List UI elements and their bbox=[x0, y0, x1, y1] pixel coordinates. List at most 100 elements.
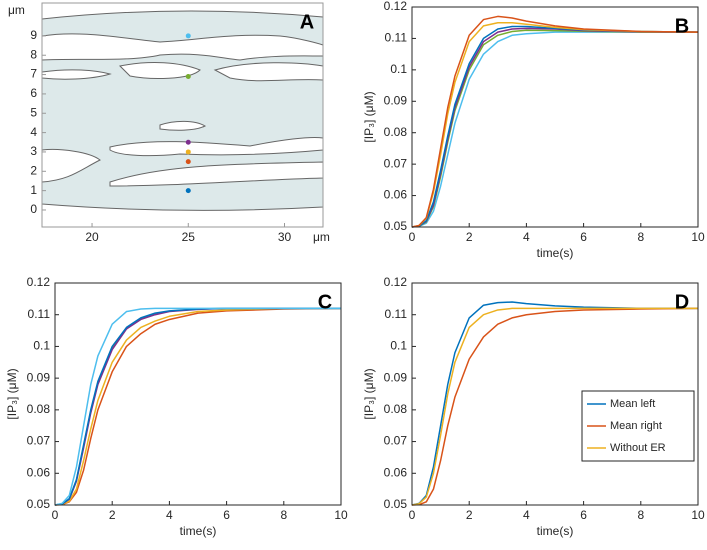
y-tick-label: 8 bbox=[30, 47, 37, 61]
x-tick-label: 8 bbox=[637, 230, 644, 244]
x-tick-label: 0 bbox=[409, 508, 416, 522]
y-tick-label: 0.05 bbox=[384, 219, 408, 233]
plot-area bbox=[55, 283, 341, 505]
y-tick-label: 0.11 bbox=[28, 307, 51, 321]
x-tick-label: 6 bbox=[223, 508, 230, 522]
line bbox=[411, 31, 698, 228]
legend-label: Without ER bbox=[610, 442, 666, 454]
panel-label: D bbox=[675, 291, 689, 313]
y-tick-label: 0.07 bbox=[27, 434, 51, 448]
x-tick-label: 25 bbox=[182, 230, 196, 244]
y-tick-label: 6 bbox=[30, 86, 37, 100]
line bbox=[411, 15, 699, 228]
y-tick-label: 9 bbox=[30, 28, 37, 42]
x-tick-label: 6 bbox=[580, 508, 587, 522]
point bbox=[185, 149, 191, 155]
panel-label: C bbox=[318, 291, 332, 313]
line bbox=[54, 307, 341, 506]
x-tick-label: 2 bbox=[466, 230, 473, 244]
y-tick-label: 5 bbox=[30, 105, 37, 119]
panel: 0 2 4 6 8 10 0.05 0.06 0.07 0.08 0.09 0.1 0.11 0.12 ti… bbox=[362, 275, 705, 538]
x-tick-label: 20 bbox=[85, 230, 99, 244]
point bbox=[185, 188, 191, 194]
y-tick-label: 0.11 bbox=[385, 31, 408, 45]
x-tick-label: 4 bbox=[523, 230, 530, 244]
y-tick-label: 0.1 bbox=[390, 339, 407, 353]
legend-label: Mean left bbox=[610, 398, 655, 410]
x-tick-label: 10 bbox=[691, 230, 705, 244]
y-tick-label: 0.07 bbox=[384, 156, 408, 170]
y-tick-label: 0.06 bbox=[384, 188, 408, 202]
point bbox=[185, 74, 191, 80]
y-axis-label: [IP₃] (μM) bbox=[362, 368, 376, 419]
axes-frame bbox=[411, 6, 699, 228]
panel: 20 25 30 0 1 2 3 4 5 6 7 8 9 μm μm A bbox=[8, 2, 330, 244]
x-tick-label: 6 bbox=[580, 230, 587, 244]
y-tick-label: 0.11 bbox=[385, 307, 408, 321]
x-tick-label: 4 bbox=[523, 508, 530, 522]
point bbox=[185, 139, 191, 145]
y-tick-label: 0.1 bbox=[390, 62, 407, 76]
cell-geometry bbox=[41, 10, 324, 211]
y-tick-label: 0.12 bbox=[384, 275, 408, 289]
er-region bbox=[159, 120, 207, 131]
y-tick-label: 2 bbox=[30, 163, 37, 177]
line bbox=[54, 307, 342, 506]
y-tick-label: 0.08 bbox=[384, 125, 408, 139]
legend-label: Mean right bbox=[610, 420, 662, 432]
y-tick-label: 0.08 bbox=[27, 402, 51, 416]
line bbox=[411, 307, 699, 506]
x-axis-label: time(s) bbox=[180, 524, 217, 538]
point bbox=[185, 159, 191, 165]
point bbox=[185, 33, 191, 39]
y-axis-label: [IP₃] (μM) bbox=[362, 91, 376, 142]
er-region bbox=[41, 149, 101, 183]
x-tick-label: 0 bbox=[52, 508, 59, 522]
x-tick-label: 0 bbox=[409, 230, 416, 244]
axes-frame bbox=[41, 2, 324, 228]
panel-label: A bbox=[300, 11, 314, 33]
er-region bbox=[41, 69, 112, 80]
y-axis-label: μm bbox=[8, 3, 25, 17]
line bbox=[54, 307, 341, 506]
y-tick-label: 0.09 bbox=[27, 370, 51, 384]
y-tick-label: 1 bbox=[30, 183, 37, 197]
y-tick-label: 0.09 bbox=[384, 93, 408, 107]
y-tick-label: 3 bbox=[30, 144, 37, 158]
er-region bbox=[118, 62, 201, 79]
y-tick-label: 0.08 bbox=[384, 402, 408, 416]
line bbox=[411, 301, 698, 506]
line bbox=[411, 307, 698, 506]
panel: 0 2 4 6 8 10 0.05 0.06 0.07 0.08 0.09 0.1 0.11 0.12 ti… bbox=[5, 275, 348, 538]
y-tick-label: 7 bbox=[30, 67, 37, 81]
plot-area bbox=[412, 7, 698, 227]
y-tick-label: 0.12 bbox=[384, 0, 408, 13]
legend: Mean left Mean right Without ER bbox=[581, 390, 695, 462]
x-axis-label: μm bbox=[313, 230, 330, 244]
y-tick-label: 0.1 bbox=[33, 339, 50, 353]
x-axis-label: time(s) bbox=[537, 246, 574, 260]
y-tick-label: 0.05 bbox=[384, 497, 408, 511]
x-tick-label: 2 bbox=[466, 508, 473, 522]
y-tick-label: 0.05 bbox=[27, 497, 51, 511]
y-tick-label: 0.09 bbox=[384, 370, 408, 384]
y-tick-label: 4 bbox=[30, 125, 37, 139]
x-tick-label: 30 bbox=[278, 230, 292, 244]
x-tick-label: 2 bbox=[109, 508, 116, 522]
x-tick-label: 10 bbox=[334, 508, 348, 522]
y-tick-label: 0.12 bbox=[27, 275, 51, 289]
x-axis-label: time(s) bbox=[537, 524, 574, 538]
y-tick-label: 0.07 bbox=[384, 434, 408, 448]
y-tick-label: 0.06 bbox=[27, 465, 51, 479]
x-tick-label: 8 bbox=[637, 508, 644, 522]
y-tick-label: 0.06 bbox=[384, 465, 408, 479]
axes-frame bbox=[411, 282, 699, 506]
y-tick-label: 0 bbox=[30, 202, 37, 216]
x-tick-label: 8 bbox=[280, 508, 287, 522]
axes-frame bbox=[54, 282, 342, 506]
x-tick-label: 4 bbox=[166, 508, 173, 522]
y-axis-label: [IP₃] (μM) bbox=[5, 368, 19, 419]
panel: 0 2 4 6 8 10 0.05 0.06 0.07 0.08 0.09 0.1 0.11 0.12 ti… bbox=[362, 0, 705, 260]
x-tick-label: 10 bbox=[691, 508, 705, 522]
